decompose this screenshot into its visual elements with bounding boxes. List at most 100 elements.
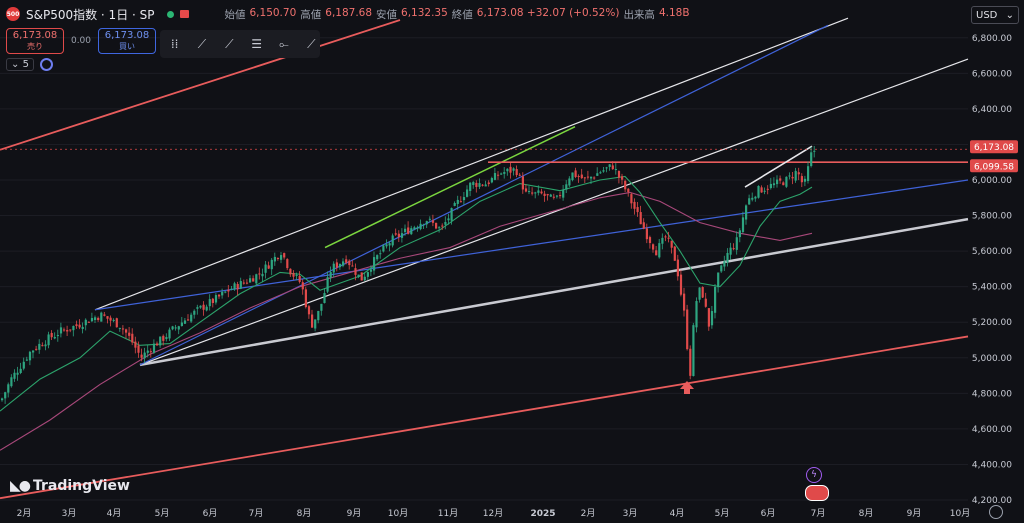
candle-body: [140, 354, 143, 358]
symbol-logo[interactable]: 500: [6, 7, 20, 21]
candle-body: [800, 176, 803, 183]
symbol-title[interactable]: S&P500指数 · 1日 · SP: [26, 7, 155, 22]
candle-body: [546, 194, 549, 196]
candle-body: [404, 228, 407, 233]
candle-body: [376, 255, 379, 260]
candle-body: [270, 259, 273, 270]
drag-handle-icon[interactable]: ⁞⁞: [170, 37, 179, 51]
candle-body: [655, 250, 658, 256]
candle-body: [221, 291, 224, 296]
x-tick-label: 8月: [859, 508, 874, 519]
grid: [0, 37, 968, 501]
candle-body: [627, 188, 630, 192]
candle-body: [289, 268, 292, 275]
ray-tool-icon[interactable]: ⟋: [225, 36, 234, 51]
x-tick-label: 8月: [297, 508, 312, 519]
candle-body: [193, 310, 196, 315]
candle-body: [571, 172, 574, 181]
candle-body: [794, 170, 797, 181]
flag-icon[interactable]: [179, 10, 189, 18]
candle-body: [438, 227, 441, 229]
candle-body: [614, 169, 617, 171]
candle-body: [521, 176, 524, 190]
lightning-icon[interactable]: ϟ: [806, 467, 822, 483]
candle-body: [267, 265, 270, 269]
candle-body: [661, 237, 664, 244]
candle-body: [205, 306, 208, 311]
candle-body: [590, 176, 593, 179]
candle-body: [373, 257, 376, 271]
high-key: 高値: [300, 8, 322, 21]
price-marker-box: [970, 159, 1018, 173]
volume-value: 4.18B: [658, 6, 690, 19]
x-tick-label: 6月: [761, 508, 776, 519]
candle-body: [239, 281, 242, 289]
candle-body: [466, 189, 469, 197]
candle-body: [283, 253, 286, 258]
candle-body: [397, 233, 400, 237]
candle-body: [580, 174, 583, 179]
support-line: [139, 217, 969, 367]
candle-body: [481, 184, 484, 186]
candle-body: [13, 372, 16, 379]
tradingview-logo[interactable]: ◣● TradingView: [10, 478, 130, 494]
y-tick-label: 6,000.00: [972, 176, 1012, 186]
candle-body: [540, 191, 543, 194]
price-axis[interactable]: 4,200.00 4,400.00 4,600.00 4,800.00 5,000.00…: [970, 34, 1018, 506]
y-tick-label: 6,400.00: [972, 105, 1012, 115]
buy-button[interactable]: 6,173.08 買い: [98, 28, 156, 54]
horizontal-ray-tool-icon[interactable]: ⟜: [279, 36, 289, 51]
candle-body: [311, 314, 314, 328]
candle-body: [490, 178, 493, 183]
x-tick-label: 4月: [107, 508, 122, 519]
x-tick-label: 12月: [483, 508, 503, 519]
extended-line-tool-icon[interactable]: ⟋: [307, 36, 316, 51]
us-flag-icon[interactable]: [805, 485, 829, 501]
sell-button[interactable]: 6,173.08 売り: [6, 28, 64, 54]
white-short-trendline: [744, 145, 813, 188]
candle-body: [369, 269, 373, 272]
candle-body: [245, 282, 249, 284]
volume-key: 出来高: [623, 8, 655, 21]
candle-body: [676, 259, 679, 277]
candle-body: [493, 173, 497, 180]
ohlc-readout: 始値 6,150.70 高値 6,187.68 安値 6,132.35 終値 6…: [225, 7, 690, 22]
x-tick-label: 10月: [388, 508, 408, 519]
sell-label: 売り: [27, 42, 43, 51]
candle-body: [648, 237, 652, 244]
plot-background: [0, 0, 968, 500]
candle-body: [664, 236, 667, 238]
candle-body: [53, 336, 56, 339]
candle-body: [500, 173, 503, 175]
candle-body: [577, 176, 580, 178]
settings-icon[interactable]: [989, 505, 1003, 519]
candle-body: [28, 351, 32, 361]
candle-body: [757, 185, 760, 198]
drawings[interactable]: [0, 17, 969, 500]
time-axis[interactable]: 2月 3月 4月 5月 6月 7月 8月 9月 10月 11月 12月 2025 2月 3月 4月 5月 6月 7…: [17, 508, 971, 519]
indicator-toggle[interactable]: ⌄ 5: [6, 58, 34, 71]
indicator-row: ⌄ 5: [6, 58, 53, 71]
candle-body: [59, 327, 63, 334]
candle-body: [94, 317, 97, 321]
currency-select[interactable]: USD ⌄: [971, 6, 1019, 24]
candle-body: [230, 288, 233, 290]
candle-body: [196, 307, 199, 309]
channel-tool-icon[interactable]: ☰: [251, 37, 263, 51]
candle-body: [19, 368, 22, 373]
candle-body: [596, 173, 599, 176]
candle-body: [22, 361, 25, 369]
candle-body: [224, 291, 227, 293]
candle-body: [273, 256, 276, 262]
trendline-tool-icon[interactable]: ⟋: [197, 36, 207, 51]
candle-body: [518, 174, 521, 176]
x-tick-label: 5月: [715, 508, 730, 519]
candle-body: [537, 190, 540, 193]
candle-body: [134, 341, 137, 348]
indicator-settings-icon[interactable]: [39, 58, 53, 71]
candle-body: [103, 314, 106, 316]
candle-body: [679, 274, 683, 295]
candle-body: [453, 202, 456, 206]
candle-body: [190, 314, 193, 322]
